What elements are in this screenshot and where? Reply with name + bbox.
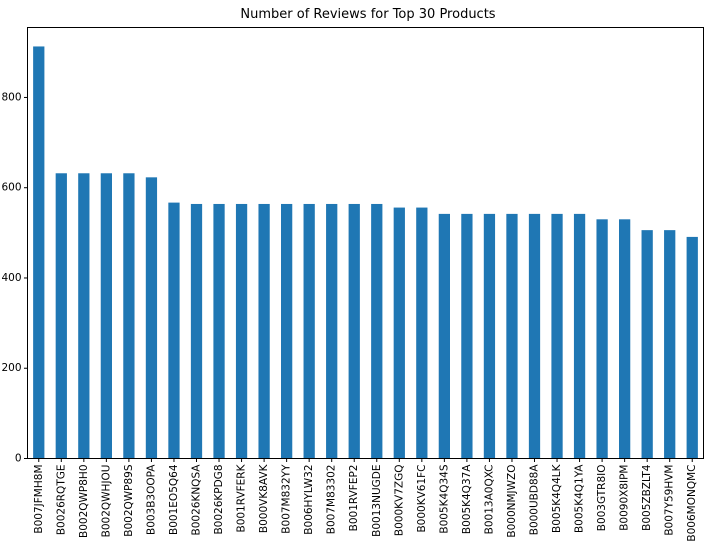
x-tick-label: B005K4Q34S: [438, 464, 450, 533]
bar-B003GTR8IO: [596, 219, 608, 459]
bar-B0013NUGDE: [371, 203, 383, 459]
x-tick-label: B0026KNQSA: [191, 464, 203, 536]
x-tick-label: B000VK8AVK: [258, 463, 270, 533]
x-tick-label: B001RVFEP2: [348, 465, 360, 532]
bar-B000KV61FC: [416, 207, 428, 459]
bar-B007Y59HVM: [664, 230, 676, 459]
bars-group: [33, 46, 698, 459]
y-axis: 0 200 400 600 800: [1, 91, 28, 465]
x-tick-label: B0026RQTGE: [55, 465, 67, 536]
x-tick-label: B005ZBZLT4: [641, 464, 653, 531]
bar-B006HYLW32: [303, 203, 315, 459]
bar-B005K4Q37A: [461, 213, 473, 459]
bar-B001RVFEP2: [348, 203, 360, 459]
y-tick-label: 600: [1, 182, 21, 194]
x-tick-label: B003B3OOPA: [145, 464, 157, 535]
x-tick-label: B000NMJWZO: [506, 465, 518, 538]
bar-B0090X8IPM: [619, 219, 631, 459]
x-tick-label: B007JFMH8M: [33, 465, 45, 534]
x-tick-label: B0013NUGDE: [371, 465, 383, 537]
y-tick-label: 200: [1, 362, 21, 374]
x-tick-label: B001EO5Q64: [168, 464, 180, 535]
x-tick-label: B0013A0QXC: [483, 465, 495, 535]
plot-frame: [27, 27, 704, 459]
x-tick-label: B006HYLW32: [303, 465, 315, 535]
bar-B000KV7ZGQ: [393, 207, 405, 459]
x-tick-label: B007Y59HVM: [664, 465, 676, 536]
x-axis: B007JFMH8M B0026RQTGE B002QWP8H0 B002QWHJOU…: [33, 458, 698, 542]
bar-B005K4Q4LK: [551, 213, 563, 459]
bar-B007JFMH8M: [33, 46, 45, 459]
bar-B007M832YY: [281, 203, 293, 459]
x-tick-label: B007M83302: [326, 465, 338, 535]
chart-title: Number of Reviews for Top 30 Products: [240, 7, 495, 22]
bar-B005K4Q34S: [438, 213, 450, 459]
bar-B000VK8AVK: [258, 203, 270, 459]
x-tick-label: B0026KPDG8: [213, 465, 225, 535]
bar-B0013A0QXC: [483, 213, 496, 459]
x-tick-label: B000KV61FC: [416, 465, 428, 533]
x-tick-label: B006MONQMC: [686, 465, 698, 542]
x-tick-label: B0090X8IPM: [619, 465, 631, 531]
x-tick-label: B007M832YY: [281, 464, 293, 534]
y-tick-label: 0: [15, 453, 22, 465]
bar-B0026RQTGE: [55, 173, 67, 459]
x-tick-label: B005K4Q37A: [461, 464, 473, 534]
x-tick-label: B002QWP8H0: [78, 465, 90, 538]
x-tick-label: B002QWP89S: [123, 464, 135, 537]
x-tick-label: B005K4Q1YA: [574, 464, 586, 533]
bar-B002QWP89S: [123, 173, 135, 459]
bar-B007M83302: [326, 203, 338, 459]
bar-B005K4Q1YA: [573, 213, 586, 459]
bar-B001RVFERK: [235, 203, 248, 459]
x-tick-label: B002QWHJOU: [100, 465, 112, 538]
y-tick-label: 400: [1, 272, 21, 284]
x-tick-label: B001RVFERK: [236, 463, 248, 532]
x-tick-label: B000UBD88A: [529, 464, 541, 536]
bar-B0026KNQSA: [190, 203, 203, 459]
bar-B005ZBZLT4: [641, 230, 653, 459]
bar-B000UBD88A: [528, 213, 541, 459]
bar-B0026KPDG8: [213, 203, 225, 459]
y-tick-label: 800: [1, 91, 21, 103]
bar-B001EO5Q64: [168, 202, 180, 459]
x-tick-label: B000KV7ZGQ: [393, 465, 405, 537]
x-tick-label: B003GTR8IO: [596, 465, 608, 532]
bar-B002QWHJOU: [100, 173, 112, 459]
bar-B002QWP8H0: [78, 173, 90, 459]
x-tick-label: B005K4Q4LK: [551, 463, 563, 533]
bar-B006MONQMC: [686, 236, 698, 459]
bar-B000NMJWZO: [506, 213, 518, 459]
bar-B003B3OOPA: [145, 177, 158, 459]
